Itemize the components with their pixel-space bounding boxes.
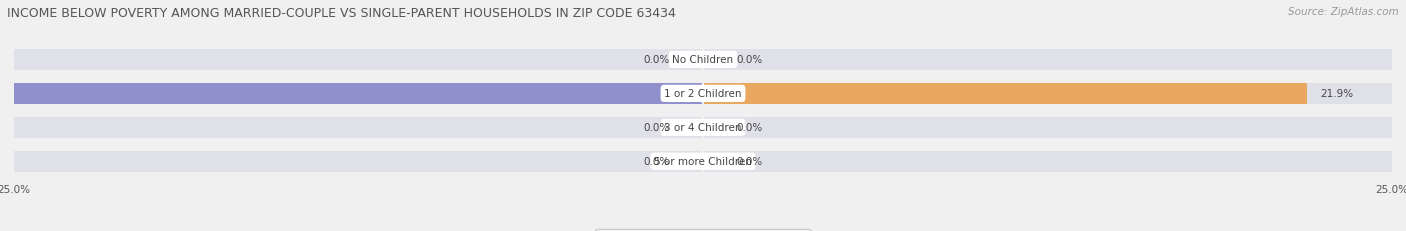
- Bar: [14, 83, 1392, 104]
- Bar: [14, 50, 1392, 71]
- Text: 3 or 4 Children: 3 or 4 Children: [664, 123, 742, 133]
- Text: No Children: No Children: [672, 55, 734, 65]
- Text: 1 or 2 Children: 1 or 2 Children: [664, 89, 742, 99]
- Bar: [14, 117, 1392, 138]
- Text: 0.0%: 0.0%: [644, 157, 669, 167]
- Text: 0.0%: 0.0%: [737, 55, 762, 65]
- Text: 0.0%: 0.0%: [644, 55, 669, 65]
- Text: 0.0%: 0.0%: [737, 157, 762, 167]
- Text: 0.0%: 0.0%: [644, 123, 669, 133]
- Legend: Married Couples, Single Parents: Married Couples, Single Parents: [595, 229, 811, 231]
- Bar: [14, 83, 703, 104]
- Text: 21.9%: 21.9%: [1320, 89, 1354, 99]
- Bar: [14, 151, 1392, 172]
- Text: 0.0%: 0.0%: [737, 123, 762, 133]
- Bar: [703, 83, 1306, 104]
- Text: Source: ZipAtlas.com: Source: ZipAtlas.com: [1288, 7, 1399, 17]
- Text: INCOME BELOW POVERTY AMONG MARRIED-COUPLE VS SINGLE-PARENT HOUSEHOLDS IN ZIP COD: INCOME BELOW POVERTY AMONG MARRIED-COUPL…: [7, 7, 676, 20]
- Text: 5 or more Children: 5 or more Children: [654, 157, 752, 167]
